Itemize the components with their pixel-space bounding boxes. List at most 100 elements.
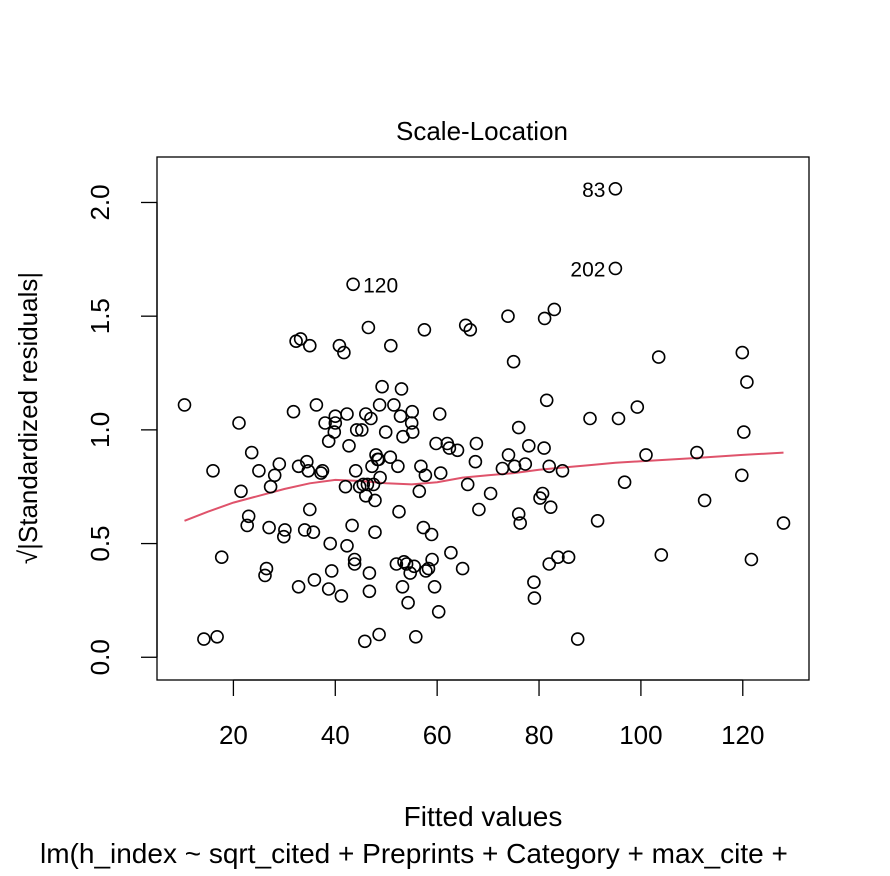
x-tick-label: 20 — [219, 720, 248, 750]
data-point — [405, 425, 420, 439]
data-point — [206, 463, 220, 478]
data-point — [535, 486, 550, 501]
points-layer — [177, 182, 791, 649]
x-tick-label: 80 — [525, 720, 554, 750]
model-formula-subtitle: lm(h_index ~ sqrt_cited + Preprints + Ca… — [40, 838, 788, 869]
data-point — [513, 516, 528, 530]
data-point — [617, 475, 632, 490]
data-point — [608, 182, 623, 196]
data-point — [197, 632, 211, 646]
data-point — [527, 591, 542, 605]
data-point — [527, 575, 541, 590]
y-tick-label: 0.5 — [85, 525, 115, 561]
data-point — [234, 484, 248, 499]
data-point — [518, 457, 533, 471]
point-label: 120 — [363, 274, 398, 297]
data-point — [392, 504, 406, 519]
data-point — [373, 470, 387, 485]
data-point — [244, 445, 259, 460]
data-point — [418, 468, 433, 483]
data-point — [314, 466, 328, 480]
data-point — [394, 382, 409, 396]
data-point — [431, 604, 446, 619]
data-point — [332, 338, 347, 353]
data-point — [444, 545, 458, 560]
y-tick-label: 1.0 — [85, 412, 115, 448]
y-tick-label: 1.5 — [85, 298, 115, 334]
point-labels-layer: 83 202 120 — [363, 179, 605, 298]
data-point — [383, 338, 398, 353]
data-point — [252, 463, 266, 478]
x-tick-label: 40 — [321, 720, 350, 750]
data-point — [419, 564, 433, 578]
data-point — [495, 461, 510, 476]
y-tick-label: 0.0 — [85, 639, 115, 675]
data-point — [521, 438, 536, 453]
chart-title: Scale-Location — [396, 116, 568, 146]
data-point — [417, 322, 432, 337]
data-point — [345, 518, 359, 533]
data-point — [427, 579, 442, 594]
data-point — [543, 500, 558, 515]
data-point — [542, 459, 557, 474]
data-point — [177, 398, 192, 412]
data-point — [368, 525, 382, 540]
data-point — [306, 525, 321, 540]
data-point — [357, 634, 372, 649]
data-point — [263, 479, 278, 494]
data-point — [258, 568, 272, 583]
data-point — [340, 538, 354, 553]
data-point — [315, 463, 330, 478]
data-point — [511, 507, 526, 521]
data-point — [740, 375, 754, 389]
data-point — [301, 463, 316, 478]
data-point — [378, 425, 393, 439]
data-point — [408, 629, 423, 644]
data-point — [302, 502, 317, 517]
data-point — [690, 445, 704, 460]
data-point — [318, 416, 332, 430]
data-point — [361, 320, 376, 335]
data-point — [324, 564, 339, 578]
data-point — [340, 407, 354, 421]
data-point — [776, 516, 791, 530]
y-tick-label: 2.0 — [85, 184, 115, 220]
data-point — [583, 411, 597, 426]
data-point — [307, 573, 322, 587]
data-point — [412, 484, 427, 499]
data-point — [455, 561, 470, 576]
data-point — [372, 398, 387, 412]
data-point — [651, 350, 666, 364]
data-point — [297, 523, 312, 537]
data-point — [360, 477, 375, 492]
data-point — [259, 561, 274, 576]
data-point — [232, 416, 246, 430]
data-point — [472, 502, 486, 517]
data-point — [590, 513, 605, 528]
data-point — [383, 450, 398, 465]
data-point — [697, 493, 712, 508]
data-point — [608, 261, 623, 276]
data-point — [337, 345, 351, 360]
data-point — [262, 520, 276, 535]
data-point — [375, 379, 389, 394]
data-point — [395, 579, 410, 594]
x-tick-label: 120 — [721, 720, 764, 750]
data-point — [362, 566, 377, 580]
data-point — [469, 436, 484, 451]
data-point — [630, 400, 645, 414]
data-point — [561, 550, 576, 565]
data-point — [338, 479, 353, 494]
data-point — [501, 448, 516, 462]
data-point — [425, 552, 439, 567]
data-point — [321, 582, 336, 596]
data-point — [241, 509, 256, 524]
data-point — [267, 468, 282, 483]
data-point — [389, 557, 404, 571]
data-point — [547, 302, 562, 317]
data-point — [639, 448, 653, 462]
data-point — [286, 404, 301, 419]
data-point — [735, 345, 750, 360]
data-point — [424, 527, 439, 542]
data-point — [539, 393, 554, 408]
